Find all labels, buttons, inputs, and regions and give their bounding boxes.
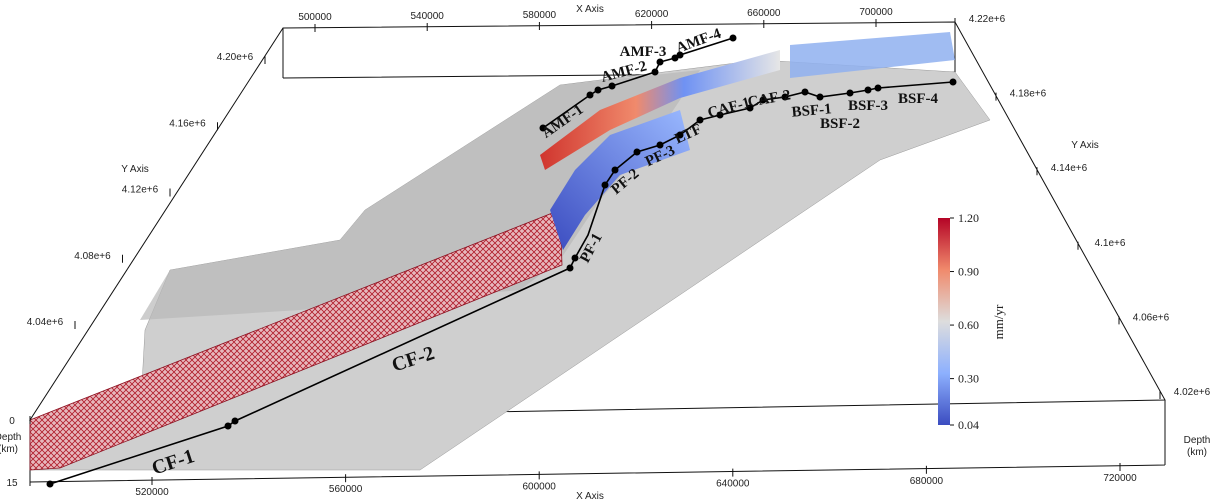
fault-node [231,417,239,425]
colorbar-tick-label: 0.90 [958,265,979,279]
x-axis-title: X Axis [576,491,604,502]
tick-label: 700000 [859,7,893,18]
fault-mesh-amf [540,50,780,170]
tick-label: 540000 [411,11,445,22]
fault-label: CAF-2 [747,87,792,110]
depth-title: (km) [0,444,18,455]
fault-node [539,124,547,132]
tick-label: 560000 [329,484,363,495]
tick-label: 4.20e+6 [217,52,254,63]
fault-node [816,93,824,101]
tick-label: 720000 [1103,473,1137,484]
fault-node [846,89,854,97]
fault-label: BSF-3 [848,98,888,114]
tick-label: 500000 [298,12,332,23]
fault-node [864,86,872,94]
fault-label: BSF-4 [898,91,939,107]
tick-label: 640000 [716,479,750,490]
colorbar-tick-label: 0.30 [958,372,979,386]
tick-label: 4.02e+6 [1174,387,1211,398]
tick-label: 4.06e+6 [1133,312,1170,323]
fault-label: BSF-2 [820,116,860,132]
fault-node [716,111,724,119]
fault-mesh-pf [550,110,690,250]
tick-label: 4.08e+6 [74,251,111,262]
tick-label: 4.1e+6 [1095,238,1126,249]
fault-node [656,141,664,149]
fault-node [729,34,737,42]
colorbar [938,218,950,425]
y-axis-title: Y Axis [1071,140,1099,151]
colorbar-tick-label: 0.60 [958,318,979,332]
tick-label: 4.04e+6 [27,317,64,328]
fault-node [949,78,957,86]
fault-mesh-bsf [790,32,955,78]
colorbar-tick-label: 1.20 [958,211,979,225]
tick-label: 660000 [747,8,781,19]
fault-node [633,148,641,156]
fault-node [676,131,684,139]
tick-label: 4.14e+6 [1051,163,1088,174]
fault-node [676,51,684,59]
tick-label: 600000 [523,481,557,492]
depth-title: Depth [1184,435,1211,446]
fault-label: AMF-4 [674,26,724,57]
colorbar-tick-label: 0.04 [958,418,979,432]
fault-node [651,68,659,76]
x-axis-title: X Axis [576,4,604,15]
depth-title: Depth [0,432,21,443]
fault-node [586,91,594,99]
fault-label: AMF-3 [620,44,667,60]
colorbar-title: mm/yr [991,304,1006,339]
fault-node [601,181,609,189]
fault-node [759,96,767,104]
fault-node [874,84,882,92]
fault-node [46,480,54,488]
tick-label: 620000 [635,9,669,20]
fault-label: BSF-1 [791,101,832,120]
fault-node [594,86,602,94]
tick-label: 580000 [523,10,557,21]
fault-node [746,104,754,112]
fault-node [608,82,616,90]
tick-label: 15 [6,478,18,489]
fault-node [781,93,789,101]
y-axis-title: Y Axis [121,164,149,175]
fault-node [611,166,619,174]
fault-node [801,88,809,96]
fault-node [566,264,574,272]
fault-node [656,58,664,66]
tick-label: 520000 [135,487,169,498]
fault-node [696,116,704,124]
tick-label: 4.22e+6 [969,14,1006,25]
tick-label: 15 [0,0,6,3]
tick-label: 4.12e+6 [122,185,159,196]
tick-label: 4.18e+6 [1010,89,1047,100]
fault-node [224,422,232,430]
fault-node [571,254,579,262]
fault-nodes [46,34,957,488]
depth-title: (km) [1187,447,1207,458]
tick-label: 4.16e+6 [169,118,206,129]
fault-mesh-cf [29,209,563,471]
tick-label: 0 [9,416,15,427]
tick-label: 680000 [910,476,944,487]
